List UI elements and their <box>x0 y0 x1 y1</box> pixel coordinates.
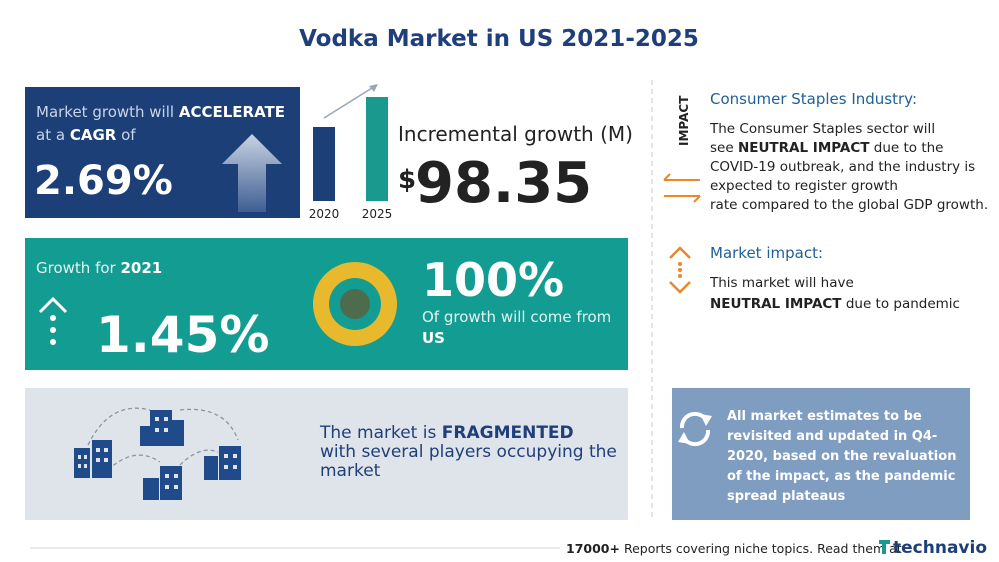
note-line: All market estimates to be <box>727 409 922 424</box>
fragment-panel <box>25 388 628 520</box>
growth-line1: Market growth will ACCELERATE <box>36 103 285 121</box>
impact-line: COVID-19 outbreak, and the industry is <box>710 159 975 175</box>
brand-name: technavio <box>893 538 987 558</box>
impact-title: Consumer Staples Industry: <box>710 90 917 108</box>
refresh-arrowheads <box>678 414 712 444</box>
text: due to the <box>874 140 944 156</box>
impact-text: The Consumer Staples sector will see NEU… <box>709 121 988 213</box>
text-bold: CAGR <box>70 126 117 144</box>
note-panel <box>672 388 970 520</box>
text: Reports covering niche topics. Read them… <box>624 541 902 556</box>
text-bold: 2021 <box>120 259 162 277</box>
growth-line2: at a CAGR of <box>36 126 136 144</box>
note-text: All market estimates to be revisited and… <box>727 409 956 504</box>
impact-line: rate compared to the global GDP growth. <box>710 197 988 213</box>
updown-icon <box>669 246 691 294</box>
updown-dots <box>678 262 682 278</box>
impact-tag: IMPACT <box>677 95 691 146</box>
market-impact-title: Market impact: <box>710 244 823 262</box>
building-windows <box>78 417 237 489</box>
market-impact-line: This market will have <box>709 275 854 291</box>
fragment-line3: market <box>320 461 381 481</box>
cagr-value: 2.69% <box>34 158 173 204</box>
text: due to pandemic <box>846 296 960 312</box>
donut-center <box>340 289 370 319</box>
region: US <box>422 329 445 347</box>
text-bold: ACCELERATE <box>179 103 285 121</box>
impact-line: The Consumer Staples sector will <box>709 121 935 137</box>
text-bold: NEUTRAL IMPACT <box>710 296 842 312</box>
note-line: revisited and updated in Q4- <box>727 429 937 444</box>
text: of <box>121 126 136 144</box>
share-value: 100% <box>422 253 564 307</box>
text: The market is <box>319 423 436 443</box>
text: Market growth will <box>36 103 174 121</box>
swap-icon <box>663 173 701 203</box>
title: Vodka Market in US 2021-2025 <box>299 26 699 52</box>
note-line: spread plateaus <box>727 489 845 504</box>
yoy-label: Growth for 2021 <box>36 259 162 277</box>
text: see <box>710 140 734 156</box>
incremental-value: 98.35 <box>415 151 592 216</box>
market-impact-line: NEUTRAL IMPACT due to pandemic <box>710 296 960 312</box>
text-bold: NEUTRAL IMPACT <box>738 140 870 156</box>
impact-line: see NEUTRAL IMPACT due to the <box>710 140 944 156</box>
text: Growth for <box>36 259 117 277</box>
up-arrow-icon <box>222 134 282 212</box>
bar-icon <box>366 97 388 201</box>
impact-line: expected to register growth <box>710 178 898 194</box>
fragment-line1: The market is FRAGMENTED <box>319 423 574 443</box>
note-line: 2020, based on the revaluation <box>727 449 956 464</box>
year-label: 2025 <box>362 207 393 221</box>
year-label: 2020 <box>309 207 340 221</box>
text-bold: FRAGMENTED <box>442 423 574 443</box>
text: at a <box>36 126 65 144</box>
incremental-label: Incremental growth (M) <box>398 122 633 146</box>
currency: $ <box>398 165 416 195</box>
yoy-value: 1.45% <box>96 306 269 364</box>
share-text: Of growth will come from <box>422 308 611 326</box>
network-lines <box>87 407 239 471</box>
bar-icon <box>313 127 335 201</box>
text-bold: 17000+ <box>566 541 620 556</box>
trend-line <box>323 87 373 119</box>
dots <box>50 315 56 345</box>
footer-text: 17000+ Reports covering niche topics. Re… <box>566 541 902 556</box>
dotted-arrow-icon <box>38 296 68 314</box>
fragment-line2: with several players occupying the <box>320 442 617 462</box>
trend-arrowhead <box>369 84 378 92</box>
note-line: of the impact, as the pandemic <box>727 469 955 484</box>
brand-logo <box>879 540 890 554</box>
